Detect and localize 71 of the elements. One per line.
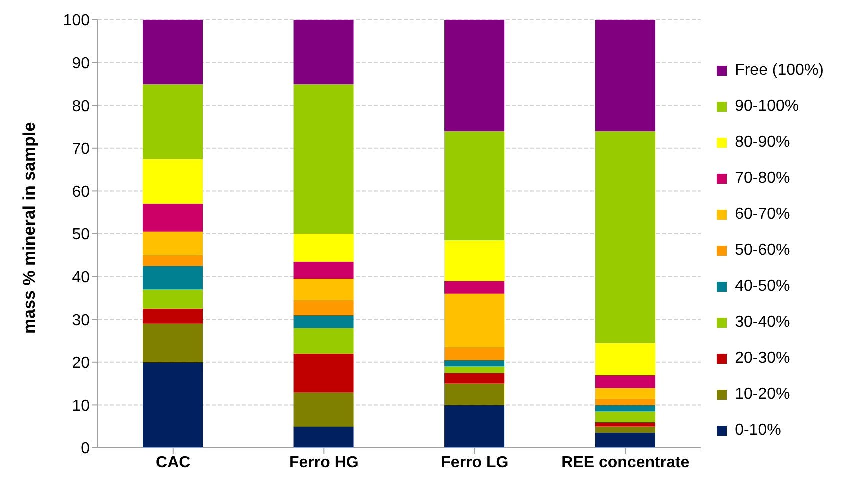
bar: [294, 354, 354, 392]
bar: [143, 255, 203, 266]
legend-label: 70-80%: [735, 170, 790, 188]
bar: [294, 392, 354, 427]
bar: [444, 366, 505, 374]
bar: [143, 266, 203, 290]
legend-label: Free (100%): [735, 62, 824, 80]
bar: [143, 308, 203, 324]
bar: [143, 84, 203, 160]
bar: [143, 324, 203, 362]
legend-label: 40-50%: [735, 278, 790, 296]
bar: [294, 315, 354, 328]
y-tick-label: 20: [72, 355, 90, 372]
y-tick-label: 50: [72, 226, 90, 244]
bar: [595, 20, 656, 132]
bar: [444, 294, 505, 348]
bar: [294, 426, 354, 448]
bar: [444, 131, 505, 240]
y-tick-label: 60: [72, 184, 90, 201]
bar: [143, 204, 203, 232]
x-tick-label: REE concentrate: [562, 454, 690, 472]
legend-label: 20-30%: [735, 350, 790, 368]
legend-label: 10-20%: [735, 386, 790, 404]
bar: [143, 290, 203, 309]
bar: [294, 262, 354, 279]
bar: [143, 20, 203, 84]
y-tick-label: 100: [63, 12, 90, 30]
bar: [444, 281, 505, 294]
x-tick-label: Ferro LG: [441, 454, 509, 472]
bar: [595, 422, 656, 427]
legend-label: 90-100%: [735, 98, 800, 116]
bar: [595, 388, 656, 399]
bar: [294, 328, 354, 354]
bar: [294, 234, 354, 262]
bar: [143, 232, 203, 256]
legend-label: 50-60%: [735, 242, 790, 260]
legend-label: 0-10%: [735, 422, 782, 440]
bar: [444, 240, 505, 282]
bar: [595, 131, 656, 344]
x-tick-label: Ferro HG: [289, 454, 359, 472]
y-tick-label: 0: [81, 440, 90, 458]
y-axis-title: mass % mineral in sample: [20, 122, 40, 334]
bar: [444, 384, 505, 406]
y-tick-label: 40: [72, 269, 90, 286]
bar: [595, 398, 656, 406]
legend-label: 30-40%: [735, 314, 790, 332]
y-tick-label: 10: [72, 398, 90, 415]
bar: [143, 362, 203, 448]
y-tick-label: 70: [72, 141, 90, 158]
bar: [595, 426, 656, 434]
y-tick-label: 90: [72, 55, 90, 72]
bar: [595, 343, 656, 376]
legend-label: 60-70%: [735, 206, 790, 224]
bar: [294, 278, 354, 300]
bar: [444, 20, 505, 132]
bar: [444, 360, 505, 367]
bar: [444, 347, 505, 360]
bar: [444, 373, 505, 384]
bar: [595, 375, 656, 388]
y-tick-label: 80: [72, 98, 90, 116]
bar: [595, 433, 656, 448]
x-tick-label: CAC: [156, 454, 192, 472]
bar: [294, 84, 354, 234]
bar: [143, 159, 203, 204]
bar: [595, 412, 656, 422]
bar: [294, 300, 354, 316]
bar: [444, 405, 505, 448]
bar: [595, 405, 656, 412]
legend-label: 80-90%: [735, 134, 790, 152]
bar: [294, 20, 354, 84]
y-tick-label: 30: [72, 312, 90, 330]
